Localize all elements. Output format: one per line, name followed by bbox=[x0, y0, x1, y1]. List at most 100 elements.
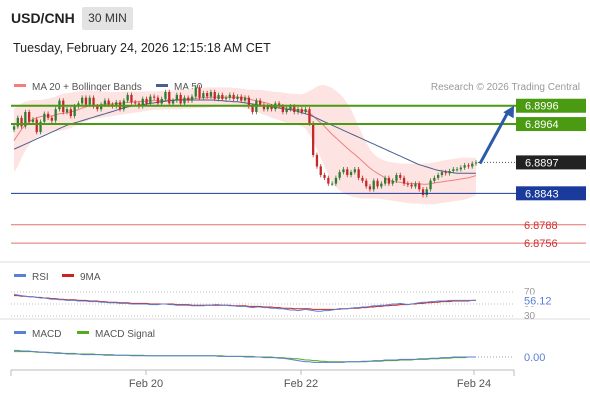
candle-body bbox=[187, 97, 190, 101]
candle-body bbox=[73, 106, 76, 116]
macd-signal-line bbox=[14, 351, 476, 363]
candle-body bbox=[418, 183, 421, 190]
candle-body bbox=[88, 97, 91, 105]
candle-body bbox=[342, 169, 345, 173]
rsi-tick-label: 70 bbox=[524, 287, 536, 298]
candle-body bbox=[31, 119, 35, 122]
candle-body bbox=[455, 169, 459, 171]
candle-body bbox=[236, 96, 239, 99]
candle-body bbox=[213, 92, 216, 99]
candle-body bbox=[353, 169, 356, 173]
macd-line bbox=[14, 349, 476, 363]
candle-body bbox=[156, 97, 160, 104]
candle-body bbox=[20, 117, 23, 127]
candle-body bbox=[452, 169, 455, 171]
timeframe-button[interactable]: 30 MIN bbox=[82, 7, 133, 30]
candle-body bbox=[145, 98, 148, 104]
x-tick-label: Feb 20 bbox=[129, 378, 163, 390]
candle-body bbox=[270, 106, 273, 110]
candle-body bbox=[293, 106, 296, 112]
candle-body bbox=[471, 163, 474, 167]
candle-body bbox=[69, 109, 72, 117]
candle-body bbox=[16, 117, 19, 127]
legend-swatch-ma50 bbox=[156, 84, 168, 87]
candle-body bbox=[262, 104, 266, 110]
candle-body bbox=[327, 177, 330, 184]
candle-body bbox=[440, 172, 444, 175]
candle-body bbox=[402, 177, 406, 184]
candle-body bbox=[399, 175, 402, 178]
symbol-title: USD/CNH bbox=[11, 10, 75, 26]
candle-body bbox=[395, 175, 398, 181]
candle-body bbox=[224, 97, 228, 99]
candle-body bbox=[384, 177, 387, 184]
candles-group bbox=[12, 85, 478, 198]
trend-arrow-head bbox=[503, 105, 514, 119]
candle-body bbox=[289, 106, 292, 110]
x-tick-label: Feb 22 bbox=[284, 378, 318, 390]
candle-body bbox=[240, 96, 243, 101]
candle-body bbox=[232, 94, 235, 99]
candle-body bbox=[474, 162, 478, 164]
level-label: 6.8788 bbox=[524, 220, 558, 232]
datetime-label: Tuesday, February 24, 2026 12:15:18 AM C… bbox=[13, 41, 271, 55]
macd-value-label: 0.00 bbox=[524, 352, 545, 364]
candle-body bbox=[202, 93, 205, 98]
candle-body bbox=[387, 177, 391, 184]
candle-body bbox=[153, 96, 156, 98]
legend-label-macd-signal: MACD Signal bbox=[95, 329, 155, 340]
x-tick-label: Feb 24 bbox=[457, 378, 491, 390]
candle-body bbox=[334, 177, 338, 184]
candle-body bbox=[39, 121, 42, 133]
candle-body bbox=[372, 180, 375, 190]
candle-body bbox=[391, 180, 394, 184]
candle-body bbox=[160, 98, 163, 104]
candle-body bbox=[65, 109, 69, 113]
candle-body bbox=[179, 94, 182, 104]
legend-label-rsi-ma: 9MA bbox=[80, 272, 101, 283]
candle-body bbox=[175, 94, 178, 101]
rsi-value-bg bbox=[518, 294, 558, 307]
legend-swatch-rsi-ma bbox=[62, 274, 74, 277]
candle-body bbox=[421, 189, 425, 195]
candle-body bbox=[319, 166, 322, 175]
level-label: 6.8996 bbox=[525, 101, 559, 113]
ma50-line bbox=[13, 99, 476, 174]
level-badge-resistance bbox=[516, 117, 586, 132]
candle-body bbox=[171, 100, 175, 104]
bollinger-band bbox=[14, 85, 476, 205]
last-price-badge bbox=[516, 155, 586, 170]
credit-text: Research © 2026 Trading Central bbox=[431, 82, 580, 93]
last-price-label: 6.8897 bbox=[525, 157, 559, 169]
legend-label-rsi: RSI bbox=[32, 272, 49, 283]
candle-body bbox=[285, 109, 288, 113]
candle-body bbox=[300, 109, 303, 113]
candle-body bbox=[183, 97, 186, 104]
level-badge-resistance bbox=[516, 98, 586, 113]
rsi-ma-line bbox=[14, 295, 476, 310]
candle-body bbox=[410, 184, 413, 187]
candle-body bbox=[380, 183, 383, 187]
candle-body bbox=[96, 106, 99, 110]
candle-body bbox=[130, 94, 133, 103]
candle-body bbox=[349, 172, 353, 175]
candle-body bbox=[217, 94, 220, 99]
candle-body bbox=[206, 93, 209, 97]
legend-swatch-ma20 bbox=[14, 84, 26, 87]
candle-body bbox=[92, 97, 95, 107]
rsi-tick-label: 30 bbox=[524, 311, 536, 322]
candle-body bbox=[315, 155, 319, 167]
candle-body bbox=[100, 104, 103, 110]
candle-body bbox=[331, 183, 334, 185]
candle-body bbox=[433, 177, 436, 181]
candle-body bbox=[126, 94, 129, 101]
candle-body bbox=[429, 180, 432, 190]
candle-body bbox=[228, 94, 231, 98]
legend-label-ma20: MA 20 + Bollinger Bands bbox=[32, 82, 142, 93]
candle-body bbox=[134, 102, 137, 104]
candle-body bbox=[281, 106, 284, 112]
candle-body bbox=[414, 183, 417, 187]
candle-body bbox=[141, 98, 144, 107]
candle-body bbox=[50, 117, 53, 121]
candle-body bbox=[361, 177, 364, 181]
